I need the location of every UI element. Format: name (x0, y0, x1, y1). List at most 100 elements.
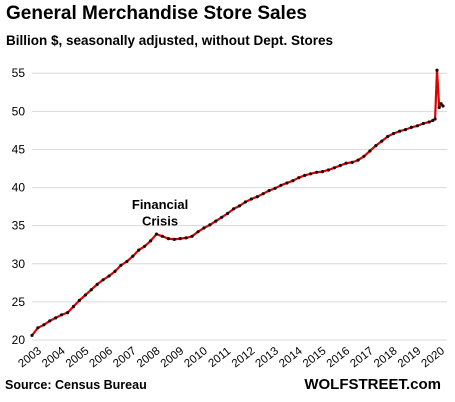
data-point (77, 298, 81, 302)
data-point (350, 160, 354, 164)
data-point (237, 204, 242, 208)
x-tick-label: 2004 (40, 345, 68, 371)
data-point (208, 223, 212, 227)
data-point (214, 219, 218, 223)
chart-title: General Merchandise Store Sales (6, 3, 307, 24)
y-tick-label: 35 (12, 219, 26, 233)
x-tick-label: 2007 (111, 345, 139, 370)
data-point (320, 170, 325, 174)
data-point (60, 313, 64, 317)
data-point (431, 118, 435, 123)
data-point (409, 125, 413, 129)
data-point (261, 192, 265, 196)
data-point (285, 181, 289, 185)
data-point (435, 68, 439, 72)
y-tick-label: 20 (12, 333, 26, 347)
data-point (220, 215, 224, 219)
data-point (368, 149, 372, 153)
data-point (101, 278, 105, 282)
series-line (31, 69, 444, 337)
data-point (160, 234, 164, 238)
x-tick-label: 2014 (277, 345, 305, 371)
annotation-label: Financial (132, 197, 188, 212)
series-layer (30, 68, 445, 337)
data-point (154, 232, 159, 236)
data-point (326, 168, 330, 172)
data-point (315, 170, 319, 174)
data-point (42, 323, 46, 327)
data-point (427, 120, 431, 124)
x-tick-label: 2003 (16, 345, 44, 370)
data-point (415, 124, 419, 128)
x-tick-label: 2016 (325, 345, 353, 370)
data-point (386, 134, 390, 139)
data-point (54, 316, 58, 320)
data-point (95, 282, 99, 286)
y-tick-label: 50 (12, 104, 26, 118)
data-point (437, 105, 441, 110)
data-point (178, 237, 182, 241)
x-tick-label: 2009 (159, 345, 187, 370)
x-axis-ticks: 2003200420052006200720082009201020112012… (16, 345, 447, 371)
data-point (291, 179, 295, 183)
data-point (392, 131, 396, 136)
data-point (380, 139, 384, 143)
data-point (243, 200, 247, 204)
y-tick-label: 55 (12, 66, 26, 80)
annotations: Financial Crisis (132, 197, 188, 229)
x-tick-label: 2006 (88, 345, 116, 370)
data-point (66, 311, 70, 315)
source-note: Source: Census Bureau (5, 378, 147, 392)
x-tick-label: 2005 (64, 345, 92, 370)
y-axis-ticks: 20 25 30 35 40 45 50 55 (12, 66, 26, 347)
data-point (119, 263, 123, 267)
data-point (398, 129, 402, 133)
y-tick-label: 40 (12, 181, 26, 195)
x-tick-label: 2020 (420, 345, 448, 370)
data-point (83, 293, 87, 297)
x-tick-label: 2015 (301, 345, 329, 370)
data-point (421, 121, 425, 126)
data-point (125, 259, 129, 264)
x-tick-label: 2012 (230, 345, 258, 370)
annotation-label: Crisis (142, 214, 178, 229)
data-point (48, 319, 52, 323)
data-point (143, 244, 147, 248)
data-point (113, 269, 117, 273)
data-point (332, 166, 336, 170)
x-tick-label: 2008 (135, 345, 163, 370)
data-point (439, 102, 443, 106)
data-point (202, 226, 206, 230)
data-point (344, 161, 348, 165)
data-point (374, 144, 378, 148)
x-tick-label: 2019 (396, 345, 424, 370)
data-point (36, 326, 40, 330)
data-point (184, 236, 188, 240)
data-point (226, 211, 230, 216)
gridlines (32, 72, 447, 341)
data-point (190, 234, 194, 238)
y-tick-label: 30 (12, 257, 26, 271)
x-tick-label: 2011 (206, 345, 233, 370)
data-point (131, 254, 135, 258)
data-point (149, 239, 153, 243)
data-point (249, 197, 253, 201)
data-point (172, 237, 176, 241)
x-tick-label: 2018 (372, 345, 400, 370)
y-tick-label: 45 (12, 142, 26, 156)
data-point (71, 304, 76, 309)
data-point (137, 248, 141, 252)
brand-label: WOLFSTREET.com (304, 376, 441, 393)
x-tick-label: 2013 (254, 345, 282, 370)
data-point (441, 104, 445, 108)
data-point (303, 173, 307, 177)
data-point (166, 237, 170, 241)
data-point (255, 195, 259, 199)
data-point (279, 183, 283, 187)
x-tick-label: 2017 (348, 345, 376, 370)
y-tick-label: 25 (12, 295, 26, 309)
data-point (273, 186, 277, 190)
data-point (309, 172, 313, 176)
data-point (297, 176, 301, 180)
